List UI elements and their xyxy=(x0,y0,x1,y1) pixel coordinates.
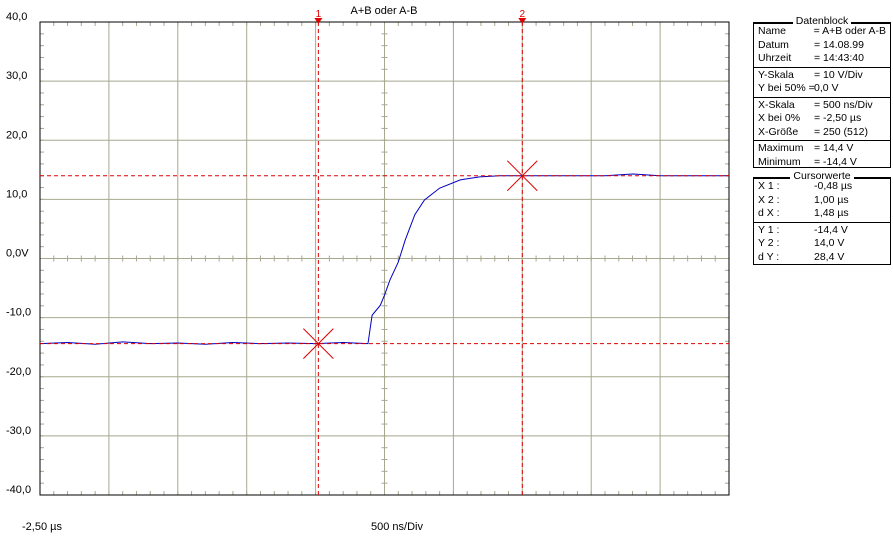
y-tick-label: 10,0 xyxy=(6,188,27,200)
panel-title: Datenblock xyxy=(754,15,890,27)
row-label: Maximum xyxy=(758,142,804,154)
row-value: 1,48 µs xyxy=(814,207,849,219)
panel-row: Y bei 50% = 0,0 V xyxy=(758,82,886,96)
y-tick-label: -20,0 xyxy=(6,366,31,378)
row-value: 0,0 V xyxy=(814,82,839,94)
cursor-handle xyxy=(314,18,323,24)
panel-row: Name = A+B oder A-B xyxy=(758,25,886,39)
panel-group: X 1 : -0,48 µs X 2 : 1,00 µs d X : 1,48 µs xyxy=(754,178,890,222)
y-tick-label: -10,0 xyxy=(6,307,31,319)
row-label: X 1 : xyxy=(758,180,780,192)
row-value: = A+B oder A-B xyxy=(813,25,886,37)
row-label: d Y : xyxy=(758,250,780,263)
row-value: 1,00 µs xyxy=(814,193,849,206)
panel-row: Y-Skala = 10 V/Div xyxy=(758,69,886,83)
panel-title: Cursorwerte xyxy=(754,170,890,182)
row-value: = 500 ns/Div xyxy=(814,98,873,111)
row-value: -0,48 µs xyxy=(814,180,853,192)
panel-row: Maximum = 14,4 V xyxy=(758,142,886,156)
x-scale-label: 500 ns/Div xyxy=(371,521,423,533)
row-label: Y bei 50% = xyxy=(758,82,815,94)
row-value: -14,4 V xyxy=(814,223,848,236)
row-label: X bei 0% xyxy=(758,112,801,124)
panel-group: X-Skala = 500 ns/Div X bei 0% = -2,50 µs X-G… xyxy=(754,96,890,141)
row-value: = 10 V/Div xyxy=(814,68,863,81)
y-tick-label: 0,0V xyxy=(6,248,29,260)
cursor-cross xyxy=(303,328,334,359)
row-value: = 250 (512) xyxy=(814,125,868,138)
y-tick-label: -40,0 xyxy=(6,484,31,496)
cursor-label: 2 xyxy=(520,9,526,20)
panel-row: X-Skala = 500 ns/Div xyxy=(758,99,886,113)
row-label: X 2 : xyxy=(758,193,780,206)
row-label: Y 2 : xyxy=(758,237,780,249)
row-label: Y-Skala xyxy=(758,68,794,81)
panel-row: Datum = 14.08.99 xyxy=(758,39,886,53)
panel-row: d Y : 28,4 V xyxy=(758,251,886,265)
y-tick-label: 20,0 xyxy=(6,129,27,141)
row-label: Name xyxy=(758,25,787,37)
cursor-cross xyxy=(506,160,538,192)
panel-row: X 1 : -0,48 µs xyxy=(758,180,886,194)
row-value: = 14:43:40 xyxy=(814,52,864,64)
row-label: X-Größe xyxy=(758,125,799,138)
panel-row: Y 1 : -14,4 V xyxy=(758,224,886,238)
panel-row: Uhrzeit = 14:43:40 xyxy=(758,52,886,66)
panel-group: Name = A+B oder A-B Datum = 14.08.99 Uhrzeit… xyxy=(754,23,890,67)
y-tick-label: -30,0 xyxy=(6,425,31,437)
row-value: 14,0 V xyxy=(814,237,845,249)
panel-title-text: Cursorwerte xyxy=(790,170,854,182)
cursor-handle xyxy=(518,18,527,24)
panel-group: Y-Skala = 10 V/Div Y bei 50% = 0,0 V xyxy=(754,66,890,97)
x-start-label: -2,50 µs xyxy=(22,521,62,533)
row-label: d X : xyxy=(758,207,780,219)
cursor-label: 1 xyxy=(316,9,322,20)
row-value: 28,4 V xyxy=(814,250,845,263)
row-label: Minimum xyxy=(758,155,801,168)
row-label: Datum xyxy=(758,38,789,51)
row-value: = 14.08.99 xyxy=(814,38,864,51)
y-tick-label: 40,0 xyxy=(6,11,27,23)
cursorwerte-panel: Cursorwerte X 1 : -0,48 µs X 2 :1,00 µs d X … xyxy=(753,170,891,266)
panel-group: Maximum = 14,4 V Minimum = -14,4 V xyxy=(754,140,890,170)
datenblock-panel: Datenblock Name = A+B oder A-B Datum = 14.08… xyxy=(753,15,891,170)
chart-title: A+B oder A-B xyxy=(351,5,418,17)
row-label: Uhrzeit xyxy=(758,52,792,64)
plot-frame xyxy=(39,21,730,496)
panel-title-text: Datenblock xyxy=(792,15,852,27)
row-value: = 14,4 V xyxy=(814,142,854,154)
panel-row: X 2 : 1,00 µs xyxy=(758,194,886,208)
panel-group: Y 1 : -14,4 V Y 2 : 14,0 V d Y : 28,4 V xyxy=(754,221,890,266)
y-tick-label: 30,0 xyxy=(6,70,27,82)
panel-row: X-Größe = 250 (512) xyxy=(758,126,886,140)
row-value: = -2,50 µs xyxy=(814,112,862,124)
panel-row: Y 2 : 14,0 V xyxy=(758,237,886,251)
panel-row: d X : 1,48 µs xyxy=(758,207,886,221)
panel-row: X bei 0% = -2,50 µs xyxy=(758,112,886,126)
row-value: = -14,4 V xyxy=(814,155,857,168)
row-label: X-Skala xyxy=(758,98,795,111)
panel-row: Minimum = -14,4 V xyxy=(758,156,886,170)
row-label: Y 1 : xyxy=(758,223,780,236)
